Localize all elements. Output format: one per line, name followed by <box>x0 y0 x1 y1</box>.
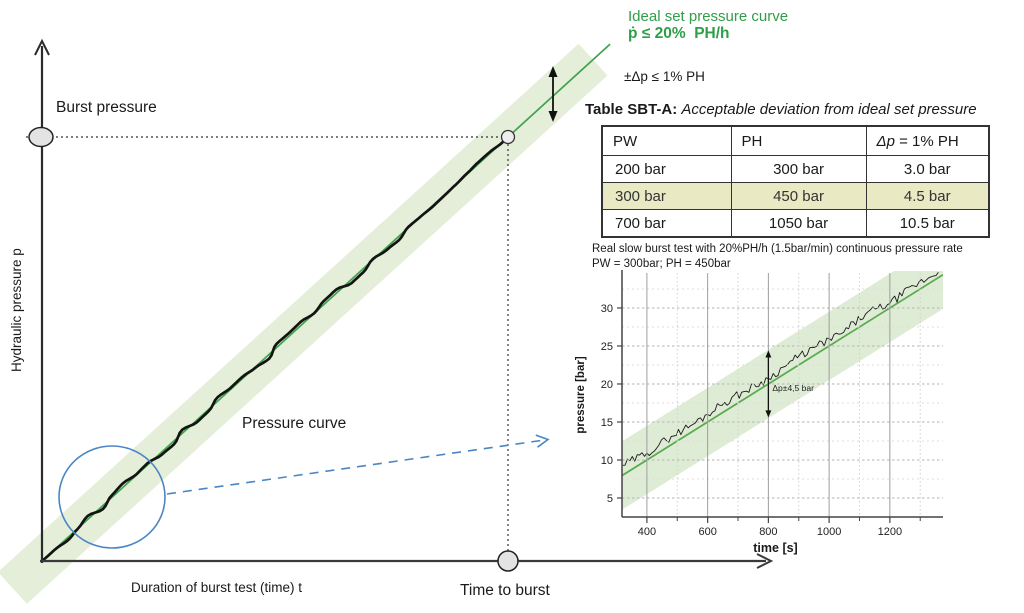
header-pw: PW <box>601 125 732 156</box>
x-axis-label: Duration of burst test (time) t <box>131 580 303 595</box>
inset-chart: Δp±4,5 bar 5 10 15 20 25 30 400 600 800 1000 1200 ti… <box>575 270 943 555</box>
cell-dp: 10.5 bar <box>865 209 990 238</box>
inset-y-tick-label: 30 <box>601 303 613 315</box>
inset-measured-curve <box>622 271 939 466</box>
inset-x-tick-label: 1000 <box>817 526 841 538</box>
inset-y-tick-label: 5 <box>607 493 613 505</box>
ideal-curve-title-line2: ṗ ≤ 20% PH/h <box>628 25 730 42</box>
zoom-arrow-line <box>166 439 546 495</box>
table-header-row: PW PH Δp = 1% PH <box>601 125 990 156</box>
zoom-circle <box>58 445 166 549</box>
ideal-set-pressure-line <box>41 43 611 562</box>
inset-y-tick-label: 20 <box>601 379 613 391</box>
cell-dp: 4.5 bar <box>865 182 990 210</box>
inset-x-tick-label: 800 <box>759 526 777 538</box>
time-to-burst-label: Time to burst <box>460 582 550 599</box>
y-axis-label: Hydraulic pressure p <box>9 248 24 372</box>
pressure-curve-path <box>41 136 509 563</box>
header-dp: Δp = 1% PH <box>865 125 990 156</box>
inset-chart-subtitle: PW = 300bar; PH = 450bar <box>592 258 731 270</box>
inset-x-axis-title: time [s] <box>753 541 797 555</box>
inset-ideal-line <box>622 273 943 477</box>
inset-y-tick-label: 25 <box>601 341 613 353</box>
cell-ph: 1050 bar <box>730 209 867 238</box>
inset-x-tick-label: 400 <box>638 526 656 538</box>
table-row: 200 bar 300 bar 3.0 bar <box>601 155 990 183</box>
ideal-curve-title-line1: Ideal set pressure curve <box>628 8 789 25</box>
burst-point-marker <box>500 129 516 145</box>
inset-x-tick-label: 1200 <box>878 526 902 538</box>
y-axis-arrowhead <box>34 38 50 56</box>
table-caption: Table SBT-A: Acceptable deviation from i… <box>585 101 977 118</box>
inset-chart-title: Real slow burst test with 20%PH/h (1.5ba… <box>592 243 963 255</box>
cell-pw: 300 bar <box>601 182 732 210</box>
inset-plot-area <box>622 271 943 510</box>
header-dp-symbol: Δp <box>876 132 895 150</box>
header-ph: PH <box>730 125 867 156</box>
inset-y-tick-label: 10 <box>601 455 613 467</box>
cell-ph: 300 bar <box>730 155 867 183</box>
burst-pressure-label: Burst pressure <box>56 99 157 116</box>
deviation-annotation: ±Δp ≤ 1% PH <box>624 69 705 84</box>
table-row: 700 bar 1050 bar 10.5 bar <box>601 209 990 238</box>
inset-band-label: Δp±4,5 bar <box>772 383 814 393</box>
inset-tolerance-band <box>622 271 943 510</box>
inset-y-axis-title: pressure [bar] <box>575 356 587 434</box>
cell-pw: 200 bar <box>601 155 732 183</box>
time-to-burst-marker <box>497 550 519 572</box>
cell-dp: 3.0 bar <box>865 155 990 183</box>
pressure-curve-label: Pressure curve <box>242 415 347 432</box>
table-caption-id: Table SBT-A: <box>585 101 678 118</box>
zoom-arrow-head <box>535 434 550 448</box>
cell-pw: 700 bar <box>601 209 732 238</box>
inset-x-tick-label: 600 <box>698 526 716 538</box>
table-row-highlighted: 300 bar 450 bar 4.5 bar <box>601 182 990 210</box>
inset-y-tick-label: 15 <box>601 417 613 429</box>
burst-pressure-marker <box>28 126 54 148</box>
inset-band-arrow <box>765 350 772 418</box>
band-width-arrow <box>548 66 558 122</box>
header-dp-rest: = 1% PH <box>894 132 959 150</box>
table-caption-text: Acceptable deviation from ideal set pres… <box>681 101 977 118</box>
cell-ph: 450 bar <box>730 182 867 210</box>
x-axis-arrowhead <box>756 553 774 569</box>
deviation-table: PW PH Δp = 1% PH 200 bar 300 bar 3.0 bar… <box>601 125 990 238</box>
